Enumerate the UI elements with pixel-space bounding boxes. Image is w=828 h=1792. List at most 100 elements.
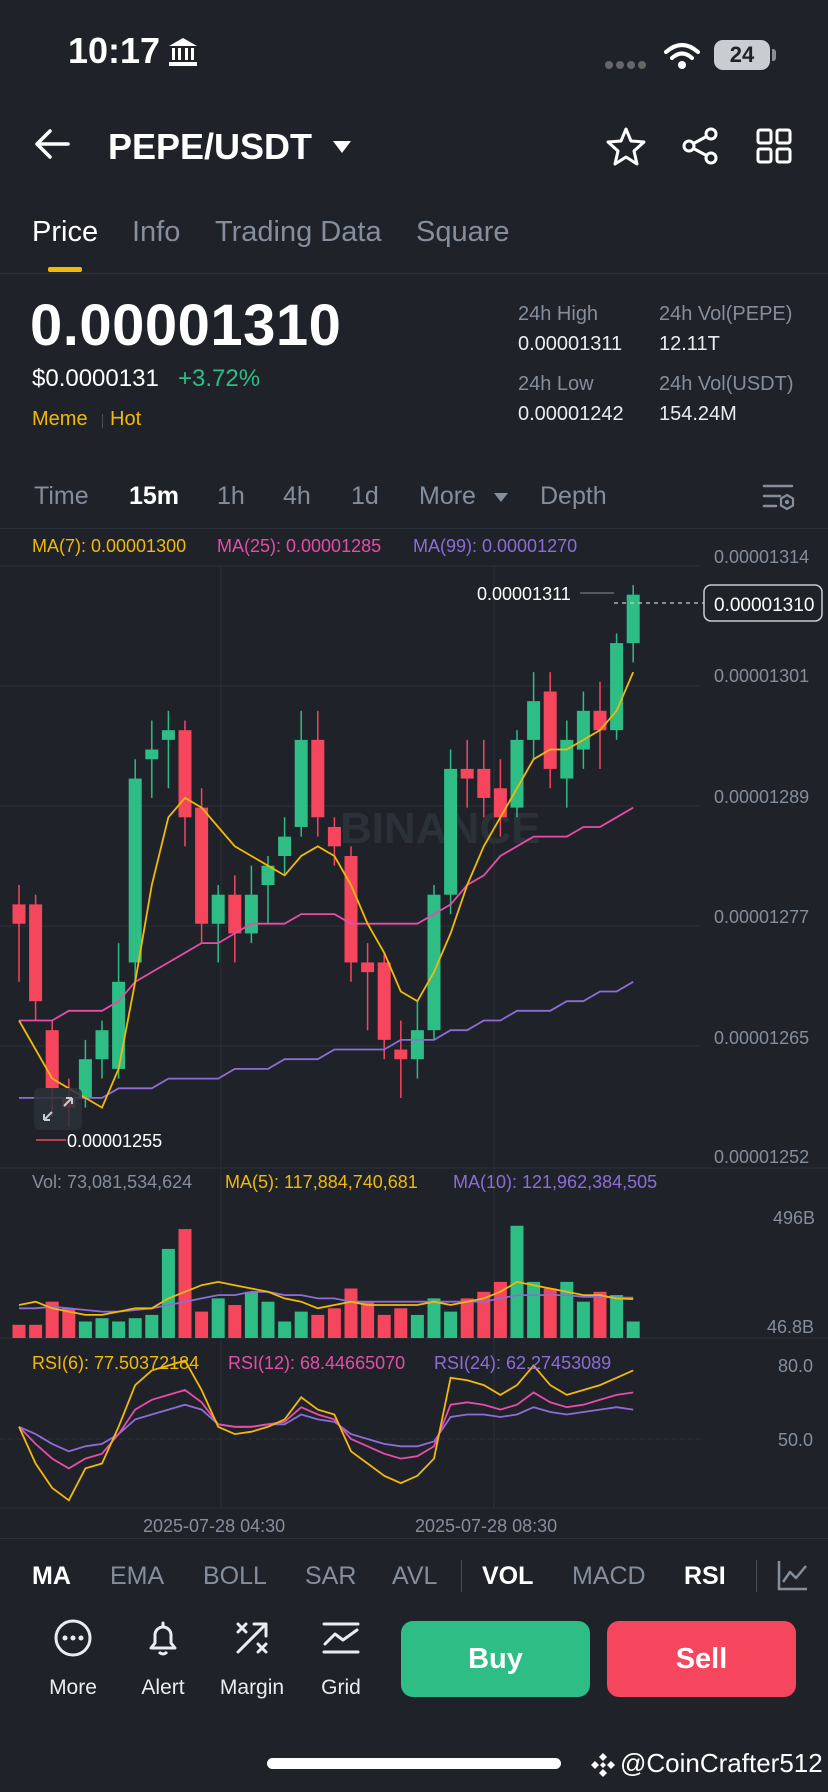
volume-bar [211,1298,225,1338]
stat-vol-quote-value: 154.24M [659,403,737,425]
candle-body [178,730,192,818]
volume-bar [261,1301,275,1338]
volume-bar [377,1314,391,1338]
rsi24-line [18,1403,634,1453]
tf-1d[interactable]: 1d [351,482,379,510]
stat-vol-base-value: 12.11T [659,333,720,355]
ind-avl[interactable]: AVL [392,1562,438,1590]
action-margin-label[interactable]: Margin [219,1676,285,1699]
tab-price[interactable]: Price [32,216,99,248]
candle-body [327,826,341,847]
ma25-line [19,806,634,1022]
rsi6-legend: RSI(6): 77.50372184 [32,1353,200,1373]
ma99-legend: MA(99): 0.00001270 [413,536,578,556]
volume-bar [477,1291,491,1338]
signal-icon [605,61,646,69]
volume-bar [626,1321,640,1338]
tf-4h[interactable]: 4h [283,482,311,510]
bell-icon[interactable] [143,1618,183,1658]
tag-meme[interactable]: Meme [32,408,88,430]
more-icon[interactable] [53,1618,93,1658]
volume-bar [410,1314,424,1338]
tag-hot[interactable]: Hot [110,408,142,430]
volume-bar [128,1318,142,1338]
star-icon[interactable] [606,126,646,166]
volume-bar [45,1301,59,1338]
tf-more[interactable]: More [419,482,476,510]
tf-time[interactable]: Time [34,482,89,510]
share-icon[interactable] [680,126,720,166]
sell-button[interactable]: Sell [607,1621,796,1697]
candle-body [444,768,458,895]
action-grid-label[interactable]: Grid [321,1676,361,1699]
grid-trading-icon[interactable] [321,1618,361,1658]
pair-title[interactable]: PEPE/USDT [108,126,313,167]
volume-bar [278,1321,292,1338]
vol-ma5-legend: MA(5): 117,884,740,681 [225,1172,418,1192]
tab-trading-data[interactable]: Trading Data [215,216,382,248]
volume-bar [195,1311,209,1338]
buy-button[interactable]: Buy [401,1621,590,1697]
ind-vol[interactable]: VOL [482,1562,534,1590]
ind-ma[interactable]: MA [32,1562,71,1590]
candle-body [211,894,225,924]
candle-body [161,730,175,740]
candle-body [543,691,557,769]
candle-body [527,701,541,740]
volume-bar [444,1311,458,1338]
volume-bar [12,1324,26,1338]
date-label: 2025-07-28 04:30 [143,1516,286,1536]
volume-bar [527,1281,541,1338]
rsi6-line [18,1359,634,1502]
date-label: 2025-07-28 08:30 [415,1516,558,1536]
back-arrow-icon[interactable] [34,128,70,160]
grid-menu-icon[interactable] [756,128,792,164]
chart-settings-icon[interactable] [762,482,796,512]
candle-body [12,904,26,924]
ma7-legend: MA(7): 0.00001300 [32,536,187,556]
volume-bar [427,1298,441,1338]
candle-body [29,904,43,1002]
candle-body [377,962,391,1040]
candle-body [344,856,358,963]
tab-info[interactable]: Info [132,216,181,248]
caret-down-icon[interactable] [332,140,352,154]
tf-depth[interactable]: Depth [540,482,607,510]
ind-macd[interactable]: MACD [572,1562,646,1590]
low-marker: 0.00001255 [67,1131,162,1151]
ind-boll[interactable]: BOLL [203,1562,267,1590]
vol-legend: Vol: 73,081,534,624 [32,1172,193,1192]
tab-square[interactable]: Square [416,216,510,248]
home-indicator[interactable] [267,1758,561,1769]
price-chart[interactable]: BINANCE 0.00001311 0.00001255 0.00001310 [0,540,828,1540]
candle-body [510,739,524,808]
status-time: 10:17 [68,30,161,71]
rsi24-legend: RSI(24): 62.27453089 [434,1353,612,1373]
stat-vol-base-label: 24h Vol(PEPE) [659,303,793,325]
price-axis-label: 0.00001277 [714,907,810,927]
ind-sar[interactable]: SAR [305,1562,357,1590]
candle-body [278,836,292,856]
ma99-line [19,981,634,1099]
indicator-chart-icon[interactable] [776,1558,810,1592]
candle-body [394,1049,408,1060]
ind-ema[interactable]: EMA [110,1562,165,1590]
stat-high-value: 0.00001311 [518,333,623,355]
tf-1h[interactable]: 1h [217,482,245,510]
volume-bar [244,1291,258,1338]
candle-body [95,1030,109,1060]
expand-chart-button[interactable] [34,1088,82,1130]
volume-bar [161,1248,175,1338]
action-alert-label[interactable]: Alert [141,1676,185,1699]
tab-active-indicator [48,267,82,272]
tf-15m[interactable]: 15m [129,482,180,510]
volume-bar [311,1314,325,1338]
candle-body [261,865,275,886]
candle-body [311,739,325,818]
high-marker: 0.00001311 [477,584,571,604]
caret-down-icon[interactable] [493,492,509,503]
margin-icon[interactable] [232,1618,272,1658]
action-more-label[interactable]: More [49,1676,97,1699]
ind-rsi[interactable]: RSI [684,1562,726,1590]
usd-price: $0.0000131 [32,365,159,392]
